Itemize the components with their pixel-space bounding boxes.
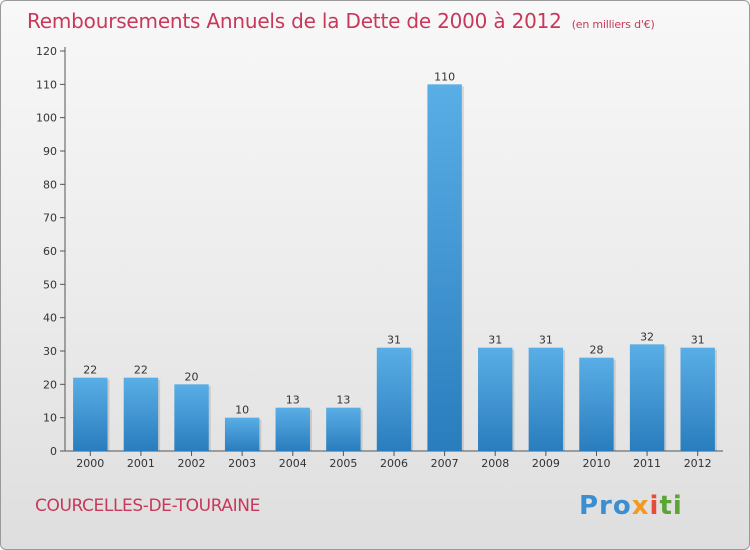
x-tick-label: 2011	[633, 457, 661, 470]
logo-part-3: i	[649, 491, 660, 521]
bar	[478, 347, 513, 451]
x-tick-label: 2002	[178, 457, 206, 470]
bar	[680, 347, 715, 451]
x-tick-label: 2001	[127, 457, 155, 470]
y-tick-label: 80	[43, 178, 57, 191]
bar	[275, 407, 310, 451]
y-tick-label: 20	[43, 378, 57, 391]
x-tick-label: 2008	[481, 457, 509, 470]
x-tick-label: 2003	[228, 457, 256, 470]
y-tick-label: 120	[36, 45, 57, 58]
bar	[123, 377, 159, 451]
logo-part-4: ti	[659, 491, 683, 521]
bar-value-label: 13	[286, 394, 300, 407]
bar	[73, 377, 108, 451]
bar-value-label: 31	[488, 334, 502, 347]
x-tick-label: 2000	[76, 457, 104, 470]
y-tick-label: 10	[43, 412, 57, 425]
logo-part-2: x	[631, 491, 650, 521]
bar-value-label: 110	[434, 70, 455, 83]
bar	[629, 344, 665, 451]
y-tick-label: 30	[43, 345, 57, 358]
commune-name: COURCELLES-DE-TOURAINE	[35, 496, 260, 516]
bar-value-label: 22	[134, 364, 148, 377]
bar-value-label: 13	[336, 394, 350, 407]
bar	[224, 417, 260, 451]
bar-value-label: 22	[83, 364, 97, 377]
bar	[528, 347, 564, 451]
bar	[174, 384, 209, 451]
bar-value-label: 31	[539, 334, 553, 347]
x-tick-label: 2004	[279, 457, 307, 470]
chart-title: Remboursements Annuels de la Dette de 20…	[27, 9, 655, 33]
y-tick-label: 60	[43, 245, 57, 258]
y-tick-label: 70	[43, 212, 57, 225]
bar-value-label: 10	[235, 404, 249, 417]
y-tick-label: 50	[43, 278, 57, 291]
bar	[427, 84, 462, 451]
x-tick-label: 2006	[380, 457, 408, 470]
chart-subtitle: (en milliers d'€)	[571, 18, 655, 31]
bar-value-label: 31	[387, 334, 401, 347]
x-tick-label: 2005	[329, 457, 357, 470]
bar	[326, 407, 361, 451]
bar	[376, 347, 412, 451]
bar-value-label: 31	[691, 334, 705, 347]
bar	[579, 357, 614, 451]
chart-title-text: Remboursements Annuels de la Dette de 20…	[27, 9, 562, 33]
y-tick-label: 90	[43, 145, 57, 158]
logo-part-1: Pro	[579, 491, 632, 521]
x-tick-label: 2009	[532, 457, 560, 470]
proxiti-logo: Proxiti	[579, 491, 683, 521]
y-tick-label: 100	[36, 112, 57, 125]
bar-value-label: 20	[185, 370, 199, 383]
x-tick-label: 2010	[582, 457, 610, 470]
x-tick-label: 2007	[431, 457, 459, 470]
y-tick-label: 0	[50, 445, 57, 458]
y-tick-label: 40	[43, 312, 57, 325]
bar-value-label: 32	[640, 330, 654, 343]
bar-value-label: 28	[589, 344, 603, 357]
y-tick-label: 110	[36, 78, 57, 91]
x-tick-label: 2012	[684, 457, 712, 470]
